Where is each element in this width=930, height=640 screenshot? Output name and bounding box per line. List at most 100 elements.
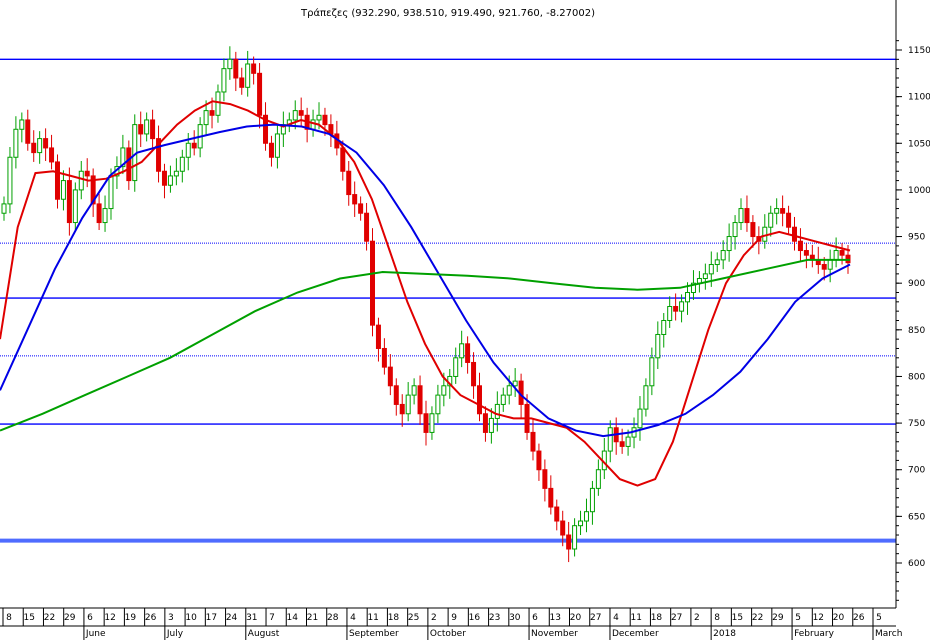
candle-down xyxy=(465,343,471,363)
x-tick-label: 27 xyxy=(671,613,682,623)
x-tick-label: 29 xyxy=(64,613,76,623)
candle-down xyxy=(560,520,566,536)
candle-up xyxy=(245,63,251,88)
candle-down xyxy=(96,203,102,224)
candle-down xyxy=(370,240,376,326)
candle-up xyxy=(720,250,726,261)
candle-down xyxy=(31,142,37,154)
candle-down xyxy=(150,119,156,140)
month-label: November xyxy=(531,629,578,639)
candle-up xyxy=(405,394,411,415)
candle-up xyxy=(685,292,691,303)
candle-up xyxy=(453,357,459,377)
y-tick-label: 600 xyxy=(908,559,925,569)
candle-down xyxy=(84,170,90,177)
candle-down xyxy=(399,403,405,415)
candle-up xyxy=(702,273,708,280)
candle-up xyxy=(173,170,179,177)
candle-down xyxy=(49,147,55,163)
candle-up xyxy=(185,142,191,158)
x-tick-label: 6 xyxy=(532,613,538,623)
x-tick-label: 11 xyxy=(367,613,378,623)
month-label: 2018 xyxy=(713,629,736,639)
candle-down xyxy=(471,361,477,387)
candle-down xyxy=(239,77,245,88)
x-tick-label: 9 xyxy=(451,613,457,623)
candlestick-series xyxy=(1,46,851,563)
candle-up xyxy=(690,282,696,294)
candle-up xyxy=(494,403,500,419)
month-label: December xyxy=(612,629,659,639)
x-tick-label: 19 xyxy=(125,613,137,623)
x-tick-label: 30 xyxy=(509,613,521,623)
x-tick-label: 31 xyxy=(246,613,257,623)
candle-up xyxy=(78,170,84,191)
candle-up xyxy=(1,203,7,214)
month-label: October xyxy=(430,629,466,639)
month-label: July xyxy=(166,629,184,639)
x-tick-label: 23 xyxy=(489,613,500,623)
candle-down xyxy=(66,180,72,224)
y-tick-label: 850 xyxy=(908,326,925,336)
y-tick-label: 1100 xyxy=(908,93,930,103)
candle-up xyxy=(679,301,685,312)
moving-average-line xyxy=(0,100,851,487)
candle-down xyxy=(780,208,786,214)
candle-up xyxy=(768,212,774,228)
candle-up xyxy=(655,333,661,359)
candle-up xyxy=(72,189,78,224)
month-label: June xyxy=(85,629,106,639)
candle-up xyxy=(179,156,185,172)
y-tick-label: 1150 xyxy=(908,46,930,56)
candle-down xyxy=(839,250,845,256)
x-tick-label: 18 xyxy=(388,613,400,623)
candle-up xyxy=(607,427,613,452)
candle-up xyxy=(661,319,667,335)
candle-up xyxy=(13,128,19,158)
candle-up xyxy=(274,133,280,158)
candle-down xyxy=(786,212,792,228)
candle-down xyxy=(298,110,304,116)
candle-down xyxy=(393,385,399,405)
candle-up xyxy=(774,208,780,214)
candle-down xyxy=(268,142,274,158)
candle-down xyxy=(209,110,215,116)
candle-up xyxy=(488,417,494,433)
candle-up xyxy=(833,250,839,261)
x-tick-label: 8 xyxy=(714,613,720,623)
candle-up xyxy=(649,357,655,387)
candle-down xyxy=(346,170,352,196)
candle-down xyxy=(387,366,393,387)
x-tick-label: 14 xyxy=(287,613,299,623)
candle-down xyxy=(548,487,554,508)
candle-up xyxy=(411,385,417,396)
x-tick-label: 12 xyxy=(104,613,115,623)
candle-down xyxy=(257,72,263,116)
candle-up xyxy=(643,385,649,410)
x-tick-label: 25 xyxy=(408,613,419,623)
x-tick-label: 26 xyxy=(853,613,865,623)
candle-down xyxy=(191,142,197,149)
candle-up xyxy=(726,236,732,252)
candle-up xyxy=(167,175,173,186)
candle-up xyxy=(583,511,589,522)
candle-up xyxy=(578,520,584,527)
y-tick-label: 1000 xyxy=(908,186,930,196)
candle-down xyxy=(417,385,423,415)
candle-down xyxy=(322,114,328,126)
candle-up xyxy=(459,343,465,359)
x-tick-label: 21 xyxy=(307,613,318,623)
candle-down xyxy=(126,147,132,182)
x-tick-label: 2 xyxy=(431,613,437,623)
candle-up xyxy=(589,487,595,513)
x-tick-label: 16 xyxy=(469,613,481,623)
x-tick-label: 17 xyxy=(206,613,217,623)
candle-up xyxy=(506,385,512,396)
month-label: February xyxy=(794,629,835,639)
candle-up xyxy=(316,114,322,121)
y-tick-label: 900 xyxy=(908,279,925,289)
candle-down xyxy=(673,306,679,312)
candle-up xyxy=(292,110,298,121)
candle-down xyxy=(263,114,269,144)
